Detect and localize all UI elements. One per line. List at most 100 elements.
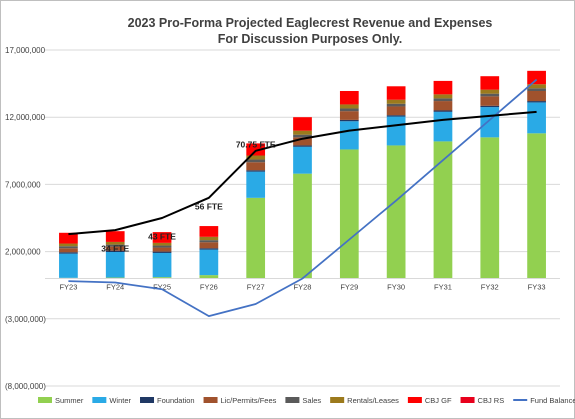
y-tick-label: 2,000,000 [5,248,41,257]
bar-segment [480,93,500,97]
x-tick-label: FY28 [294,282,312,291]
bar-segment [199,226,219,237]
bar-segment [527,70,546,85]
bar-segment [199,275,219,279]
legend-swatch [460,397,475,403]
y-tick-label: 17,000,000 [5,46,46,55]
chart-title-line-2: For Discussion Purposes Only. [218,32,403,46]
bar-segment [293,117,312,131]
bar-segment [386,115,406,117]
x-tick-label: FY23 [59,282,77,291]
bar-segment [199,242,219,249]
bar-segment [152,232,172,243]
bar-segment [339,149,359,279]
y-tick-label: (8,000,000) [5,382,46,391]
x-tick-label: FY29 [340,282,358,291]
legend-swatch [407,397,422,403]
legend: Summer Winter Foundation Lic/Permits/Fees Sa… [38,396,575,405]
bar-segment [480,107,500,138]
bar-segment [152,251,172,253]
bar-segment [339,108,359,112]
bar-segment [293,130,312,135]
bar-segment [293,145,312,147]
chart-title-line-1: 2023 Pro-Forma Projected Eaglecrest Reve… [128,16,493,30]
legend-swatch [330,397,345,403]
fte-label: 56 FTE [195,201,223,211]
bar-segment [59,246,78,249]
y-tick-label: (3,000,000) [5,315,46,324]
bar-segment [480,96,500,106]
bar-segment [105,246,125,251]
legend-swatch [285,397,300,403]
fte-label: 70.75 FTE [236,139,276,149]
bar-segment [59,232,78,244]
x-tick-label: FY26 [200,282,218,291]
x-tick-label: FY24 [106,282,124,291]
y-tick-label: 7,000,000 [5,180,41,189]
line-series [68,78,538,317]
bar-segment [152,242,172,246]
legend-label: Rentals/Leases [347,396,399,405]
legend-label: Lic/Permits/Fees [221,396,277,405]
bar-segment [527,133,546,279]
y-axis-tick-labels: 17,000,000 12,000,000 7,000,000 2,000,000 (3… [5,46,46,391]
legend-label: Summer [55,396,84,405]
bar-segment [480,76,500,90]
x-axis-tick-labels: FY23 FY24 FY25 FY26 FY27 FY28 FY29 FY30 FY31 FY32… [59,282,545,291]
fte-label: 34 FTE [101,244,129,254]
bar-segment [386,145,406,279]
bar-segment [386,86,406,100]
legend-swatch [92,397,107,403]
bar-segment [105,250,125,253]
bar-segment [246,159,266,163]
bar-segment [246,143,266,156]
legend-swatch [140,397,155,403]
bar-segment [199,249,219,276]
legend-label: Foundation [157,396,195,405]
bar-segment [386,103,406,107]
bar-segment [386,99,406,104]
bar-segment [246,170,266,172]
bar-segment [386,106,406,116]
legend-label: Winter [109,396,131,405]
legend-label: Sales [302,396,321,405]
line-series-path [68,78,538,317]
bar-segment [59,243,78,247]
fte-label: 43 FTE [148,232,176,242]
bar-segment [152,245,172,248]
x-tick-label: FY32 [481,282,499,291]
y-tick-label: 12,000,000 [5,113,46,122]
bar-segment [105,231,125,242]
legend-label: CBJ GF [425,396,452,405]
bar-segment [293,146,312,174]
x-tick-label: FY25 [153,282,171,291]
bar-segment [59,248,78,253]
x-tick-label: FY30 [387,282,405,291]
bar-segment [339,119,359,122]
line-series-path [68,110,537,236]
bar-segment [246,171,266,198]
bar-segment [59,253,78,278]
bar-segment [527,84,546,89]
bar-segment [105,244,125,247]
bar-segment [527,88,546,91]
legend-label: Fund Balance [530,396,575,405]
x-tick-label: FY31 [434,282,452,291]
bar-segment [199,236,219,241]
bar-segment [293,134,312,138]
bar-segment [246,162,266,171]
bar-segment [152,247,172,252]
x-tick-label: FY27 [247,282,265,291]
bar-segment [386,116,406,146]
legend-label: CBJ RS [478,396,505,405]
bar-segment [527,101,546,103]
legend-swatch [38,397,52,403]
bar-segment [433,110,453,112]
bar-segment [433,94,453,99]
bar-segment [527,102,546,134]
legend-swatch [203,397,218,403]
bar-segment [246,155,266,160]
bar-segment [339,90,359,105]
